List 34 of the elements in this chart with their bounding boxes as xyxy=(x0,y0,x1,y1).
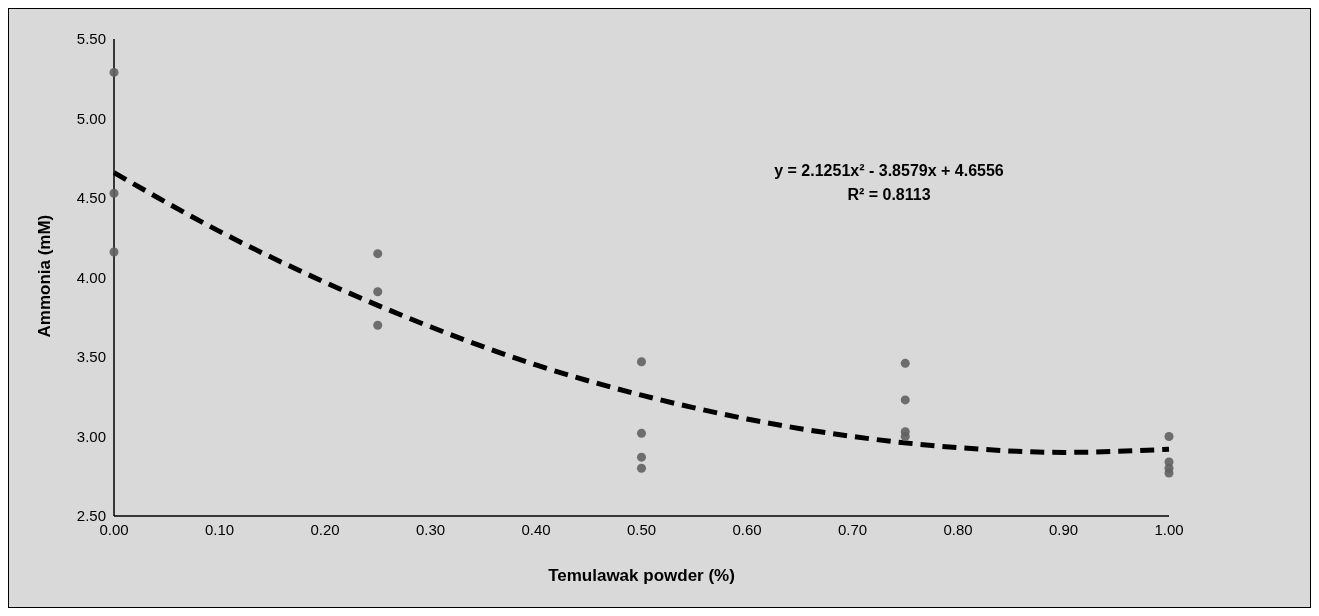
x-tick-label: 0.60 xyxy=(732,520,762,538)
point xyxy=(636,357,647,367)
point xyxy=(109,247,119,257)
point xyxy=(900,358,910,368)
y-tick-label: 5.00 xyxy=(76,109,106,127)
y-axis-title: Ammonia (mM) xyxy=(35,214,55,338)
x-tick-label: 0.80 xyxy=(943,520,973,538)
point xyxy=(900,431,910,442)
x-tick-label: 0.40 xyxy=(521,520,551,538)
point xyxy=(109,188,119,198)
x-tick-label: 0.90 xyxy=(1048,520,1079,538)
point xyxy=(636,463,647,473)
x-tick-label: 0.20 xyxy=(310,520,340,538)
point xyxy=(636,452,647,462)
y-tick-label: 3.00 xyxy=(76,427,106,445)
y-tick-label: 4.00 xyxy=(76,268,106,286)
x-tick-label: 0.70 xyxy=(837,520,868,538)
point xyxy=(636,428,647,438)
annotation: y = 2.1251x² - 3.8579x + 4.6556 R² = 0.8113 xyxy=(773,161,1005,205)
y-tick-label: 5.50 xyxy=(76,30,106,48)
point xyxy=(373,249,383,259)
y-tick-label: 3.50 xyxy=(76,348,106,366)
point xyxy=(1164,468,1174,478)
x-tick-label: 0.50 xyxy=(626,520,657,538)
x-tick-label: 0.10 xyxy=(204,520,235,538)
y-tick-label: 4.50 xyxy=(76,189,106,207)
x-tick-label: 0.30 xyxy=(415,520,446,538)
point xyxy=(1164,431,1174,442)
x-axis-title: Temulawak powder (%) xyxy=(548,566,735,585)
x-tick-label: 1.00 xyxy=(1154,520,1184,538)
point xyxy=(109,67,119,77)
point xyxy=(373,320,383,330)
point xyxy=(373,287,383,297)
point xyxy=(900,395,910,405)
